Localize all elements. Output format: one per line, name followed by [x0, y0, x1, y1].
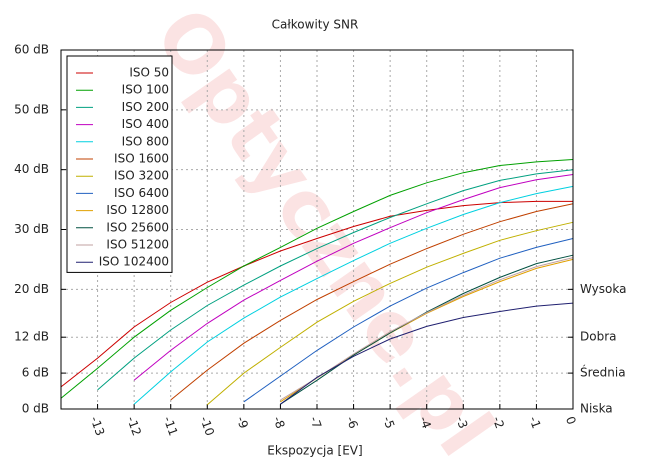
- y-tick-label: 30 dB: [14, 222, 49, 236]
- legend-label: ISO 6400: [114, 186, 169, 200]
- x-axis-label: Ekspozycja [EV]: [267, 444, 362, 458]
- series-line: [280, 254, 574, 405]
- series-line: [97, 169, 574, 391]
- series-line: [206, 221, 574, 406]
- y-tick-label: 60 dB: [14, 43, 49, 57]
- series-line: [280, 302, 574, 405]
- series-line: [243, 238, 574, 403]
- x-tick-label: -4: [417, 414, 434, 430]
- y-tick-label: 20 dB: [14, 282, 49, 296]
- series-line: [170, 203, 574, 401]
- x-tick-label: -1: [526, 414, 543, 430]
- legend-label: ISO 25600: [106, 220, 169, 234]
- series-line: [133, 174, 574, 381]
- legend-label: ISO 50: [129, 66, 169, 80]
- y-tick-label: 50 dB: [14, 102, 49, 116]
- chart-title: Całkowity SNR: [272, 18, 359, 32]
- y-tick-label: 40 dB: [14, 162, 49, 176]
- legend-label: ISO 1600: [114, 152, 169, 166]
- legend-label: ISO 200: [122, 100, 169, 114]
- legend-label: ISO 100: [122, 83, 169, 97]
- y2-tick-label: Wysoka: [580, 282, 626, 296]
- legend-label: ISO 800: [122, 134, 169, 148]
- x-tick-label: -5: [380, 414, 397, 430]
- legend-label: ISO 12800: [106, 203, 169, 217]
- x-tick-label: -10: [197, 414, 217, 437]
- legend-label: ISO 400: [122, 117, 169, 131]
- series-line: [133, 185, 574, 405]
- x-tick-label: -13: [87, 414, 107, 437]
- y-tick-label: 0 dB: [22, 402, 49, 416]
- legend-box: [66, 55, 173, 273]
- x-tick-label: -12: [124, 414, 144, 437]
- series-line: [60, 200, 573, 388]
- series-line: [60, 159, 574, 399]
- x-tick-label: -9: [234, 414, 251, 430]
- x-tick-label: 0: [563, 414, 579, 426]
- y2-tick-label: Średnia: [580, 365, 626, 380]
- legend-label: ISO 102400: [99, 255, 169, 269]
- x-tick-label: -3: [453, 414, 470, 430]
- x-tick-label: -6: [343, 414, 360, 430]
- x-tick-label: -7: [307, 414, 324, 430]
- y-tick-label: 12 dB: [14, 330, 49, 344]
- x-tick-label: -11: [161, 414, 181, 437]
- x-tick-label: -2: [490, 414, 507, 430]
- y-tick-label: 6 dB: [22, 366, 49, 380]
- y2-tick-label: Dobra: [580, 330, 617, 344]
- legend-label: ISO 3200: [114, 169, 169, 183]
- y2-tick-label: Niska: [580, 402, 613, 416]
- legend-label: ISO 51200: [106, 238, 169, 252]
- x-tick-label: -8: [270, 414, 287, 430]
- plot-frame: [60, 49, 574, 410]
